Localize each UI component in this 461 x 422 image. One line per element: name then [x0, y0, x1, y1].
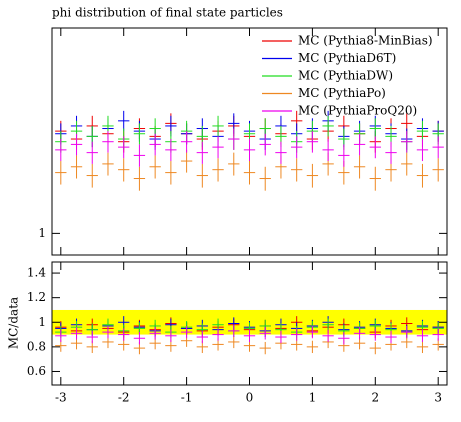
legend-label: MC (PythiaProQ20): [298, 104, 417, 118]
y-tick-label: 0.6: [27, 364, 46, 378]
y-axis-label: MC/data: [7, 297, 21, 349]
y-tick-label: 1: [38, 226, 46, 240]
x-tick-label: -3: [55, 391, 67, 405]
legend-label: MC (Pythia8-MinBias): [298, 34, 433, 48]
legend-label: MC (PythiaPo): [298, 86, 386, 100]
legend-label: MC (PythiaDW): [298, 69, 393, 83]
x-tick-label: -1: [181, 391, 193, 405]
y-tick-label: 1.2: [27, 290, 46, 304]
x-tick-label: -2: [118, 391, 130, 405]
legend-label: MC (PythiaD6T): [298, 51, 396, 65]
x-tick-label: 1: [309, 391, 317, 405]
chart-title: phi distribution of final state particle…: [52, 6, 283, 20]
y-tick-label: 1.4: [27, 266, 46, 280]
x-tick-label: 2: [371, 391, 379, 405]
x-tick-label: 3: [434, 391, 442, 405]
x-tick-label: 0: [246, 391, 254, 405]
y-tick-label: 0.8: [27, 339, 46, 353]
y-tick-label: 1: [38, 315, 46, 329]
